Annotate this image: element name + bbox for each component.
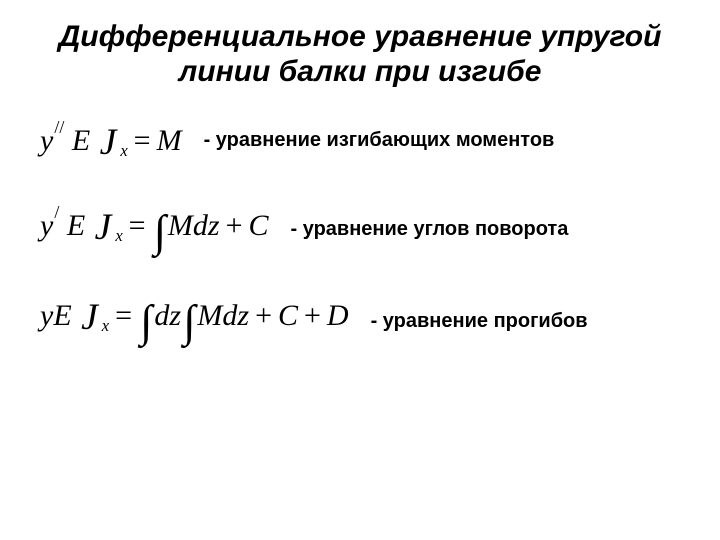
equation-2-caption: - уравнение углов поворота — [291, 218, 569, 241]
equation-2-formula: y/ E Jx=∫Mdz+C — [40, 202, 269, 257]
equation-1-formula: y// E Jx=M — [40, 117, 182, 164]
equation-3-formula: yE Jx=∫dz∫Mdz+C+D — [40, 295, 349, 347]
equation-3-caption: - уравнение прогибов — [371, 310, 588, 333]
equation-row-2: y/ E Jx=∫Mdz+C - уравнение углов поворот… — [40, 202, 680, 257]
equation-row-1: y// E Jx=M - уравнение изгибающих момент… — [40, 117, 680, 164]
slide: Дифференциальное уравнение упругой линии… — [0, 0, 720, 540]
page-title: Дифференциальное уравнение упругой линии… — [40, 20, 680, 89]
equation-1-caption: - уравнение изгибающих моментов — [204, 129, 555, 152]
equation-row-3: yE Jx=∫dz∫Mdz+C+D - уравнение прогибов — [40, 295, 680, 347]
